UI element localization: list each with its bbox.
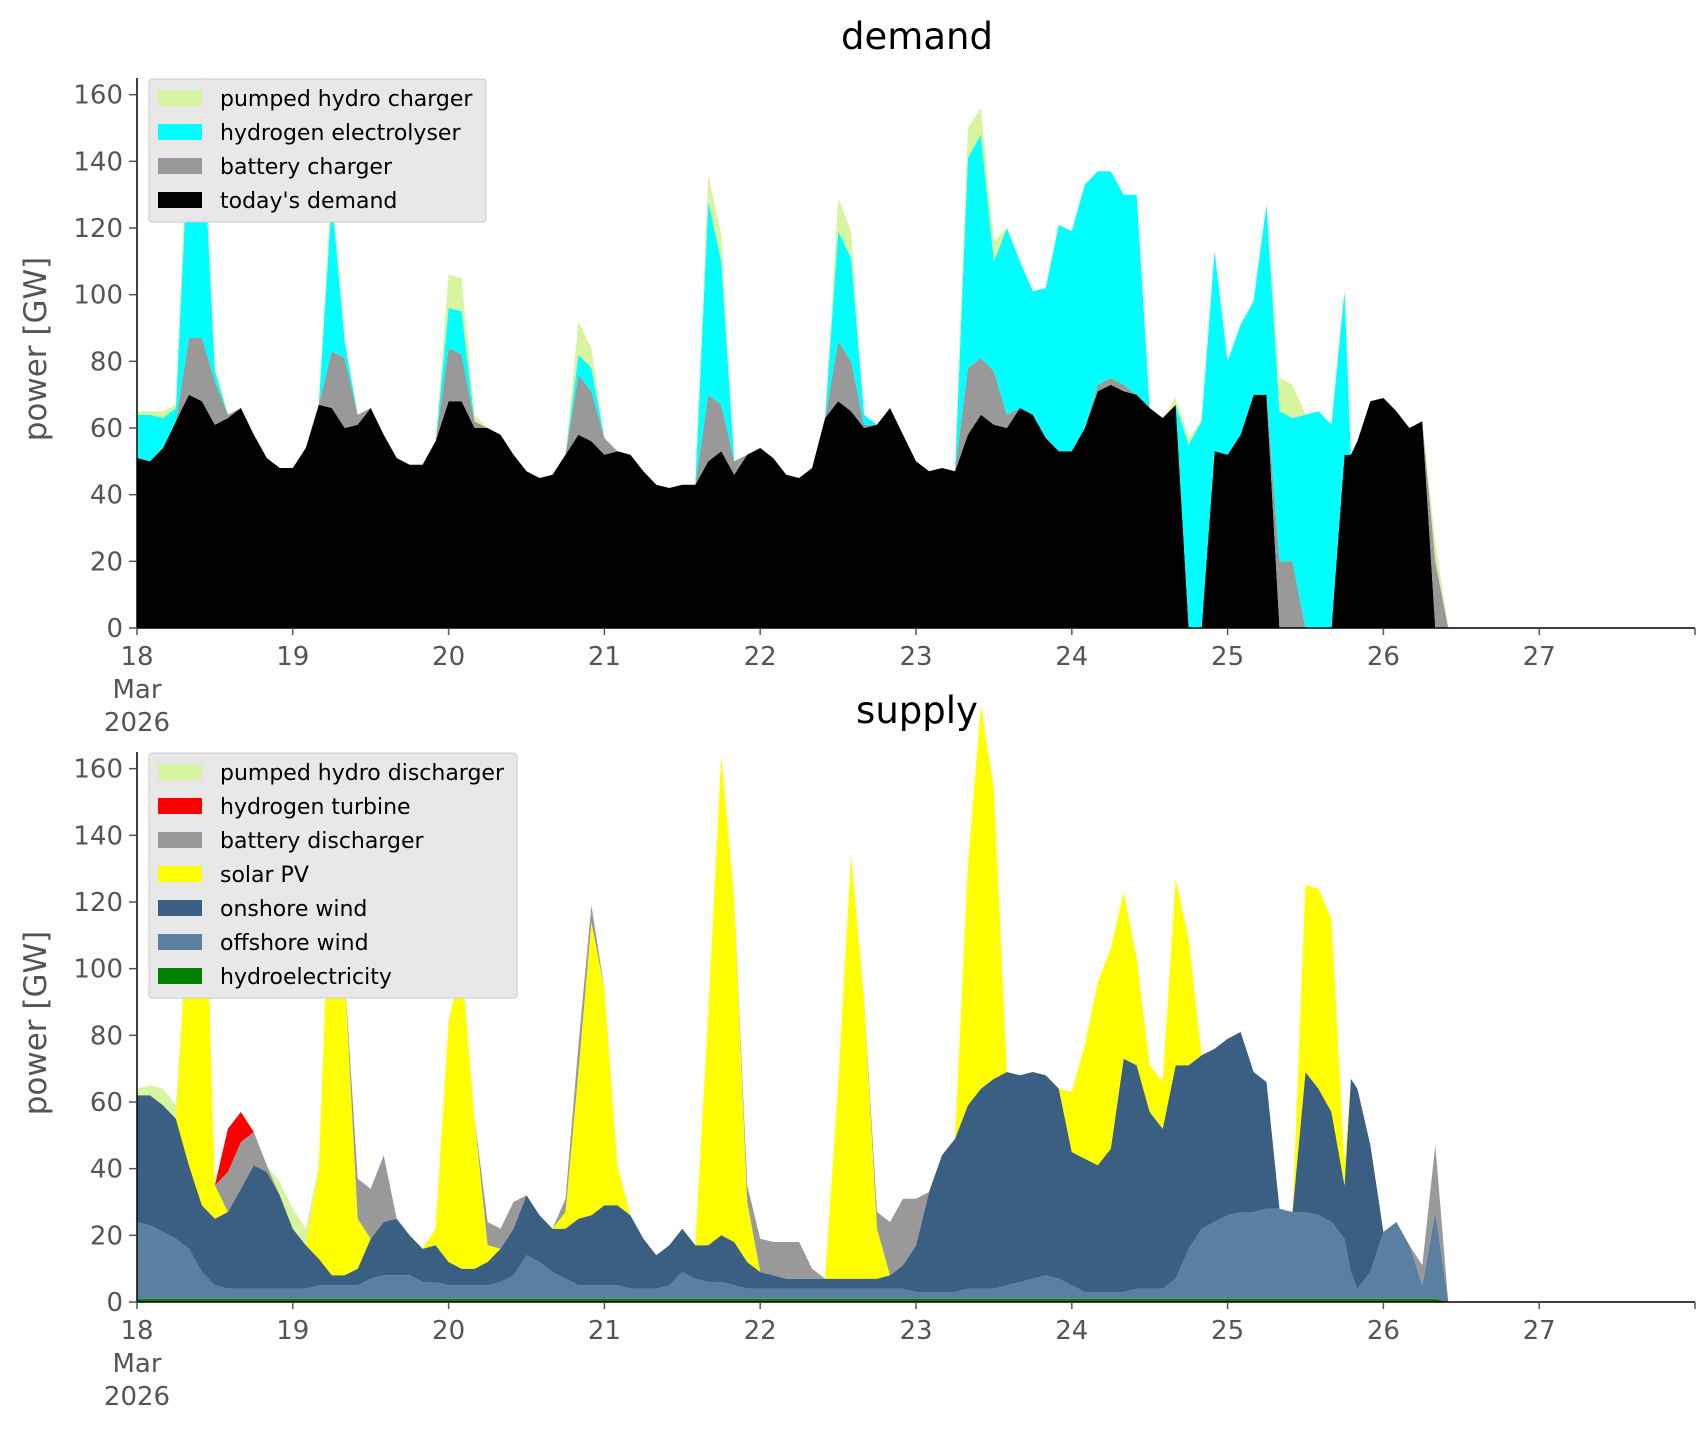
demand-legend-label-2: battery charger (220, 155, 393, 180)
demand-chart: demand power [GW] 020406080100120140160 … (18, 15, 1696, 738)
supply-y-tick-label: 80 (90, 1021, 123, 1051)
demand-x-tick-label: 18 (120, 642, 153, 672)
supply-legend-swatch-0 (158, 764, 202, 780)
supply-y-tick-label: 0 (106, 1288, 123, 1318)
supply-area-onshore-wind (137, 1032, 1695, 1302)
supply-legend-label-0: pumped hydro discharger (220, 761, 505, 786)
demand-legend: pumped hydro charger hydrogen electrolys… (148, 78, 487, 223)
supply-x-tick-label: 22 (744, 1316, 777, 1346)
supply-y-tick-label: 140 (73, 821, 123, 851)
supply-y-tick-label: 160 (73, 755, 123, 785)
supply-legend-swatch-3 (158, 866, 202, 882)
supply-x-tick-label: Mar (112, 1349, 161, 1379)
demand-y-tick-label: 20 (90, 547, 123, 577)
demand-y-ticks: 0 20 40 60 80 100 120 140 160 (73, 81, 137, 644)
supply-y-axis-label: power [GW] (18, 931, 54, 1116)
supply-x-tick-label: 18 (120, 1316, 153, 1346)
supply-x-tick-label: 23 (899, 1316, 932, 1346)
demand-areas (137, 78, 1695, 628)
demand-y-tick-label: 100 (73, 281, 123, 311)
supply-x-tick-label: 25 (1211, 1316, 1244, 1346)
supply-legend-swatch-4 (158, 900, 202, 916)
supply-x-tick-label: 19 (276, 1316, 309, 1346)
supply-legend-swatch-2 (158, 832, 202, 848)
demand-legend-swatch-3 (158, 192, 202, 208)
demand-x-tick-label: 19 (276, 642, 309, 672)
supply-legend: pumped hydro discharger hydrogen turbine… (148, 752, 518, 999)
supply-y-tick-label: 40 (90, 1155, 123, 1185)
supply-area-hydroelectricity (137, 1298, 1695, 1302)
supply-legend-label-2: battery discharger (220, 829, 425, 854)
demand-y-tick-label: 120 (73, 214, 123, 244)
demand-x-tick-label: 21 (588, 642, 621, 672)
demand-area-today-s-demand (137, 384, 1695, 628)
demand-y-tick-label: 160 (73, 81, 123, 111)
supply-areas (137, 705, 1695, 1302)
demand-legend-label-1: hydrogen electrolyser (220, 121, 461, 146)
supply-legend-box (148, 752, 518, 999)
supply-legend-label-3: solar PV (220, 863, 309, 888)
supply-y-ticks: 0 20 40 60 80 100 120 140 160 (73, 755, 137, 1318)
demand-y-tick-label: 60 (90, 414, 123, 444)
demand-x-tick-label: 20 (432, 642, 465, 672)
demand-legend-label-0: pumped hydro charger (220, 87, 473, 112)
demand-y-tick-label: 140 (73, 147, 123, 177)
supply-y-tick-label: 100 (73, 955, 123, 985)
demand-legend-swatch-0 (158, 90, 202, 106)
supply-chart: supply power [GW] 020406080100120140160 … (18, 689, 1696, 1412)
supply-legend-swatch-5 (158, 934, 202, 950)
demand-x-tick-label: 23 (899, 642, 932, 672)
supply-y-tick-label: 60 (90, 1088, 123, 1118)
demand-x-tick-label: 22 (744, 642, 777, 672)
demand-y-tick-label: 40 (90, 481, 123, 511)
demand-legend-swatch-2 (158, 158, 202, 174)
supply-legend-swatch-1 (158, 798, 202, 814)
demand-legend-box (148, 78, 487, 223)
demand-legend-swatch-1 (158, 124, 202, 140)
demand-legend-label-3: today's demand (220, 189, 397, 214)
demand-y-axis-label: power [GW] (18, 257, 54, 442)
supply-legend-label-6: hydroelectricity (220, 965, 392, 990)
supply-y-tick-label: 20 (90, 1221, 123, 1251)
demand-x-tick-label: 2026 (104, 708, 170, 738)
demand-x-tick-label: 25 (1211, 642, 1244, 672)
demand-y-tick-label: 80 (90, 347, 123, 377)
supply-x-tick-label: 26 (1367, 1316, 1400, 1346)
supply-x-tick-label: 2026 (104, 1382, 170, 1412)
demand-x-tick-label: 27 (1523, 642, 1556, 672)
demand-title: demand (841, 15, 993, 58)
supply-x-tick-label: 21 (588, 1316, 621, 1346)
supply-x-tick-label: 27 (1523, 1316, 1556, 1346)
demand-area-hydrogen-electrolyser (137, 108, 1695, 628)
supply-x-tick-label: 20 (432, 1316, 465, 1346)
supply-area-offshore-wind (137, 1208, 1695, 1302)
supply-legend-label-1: hydrogen turbine (220, 795, 411, 820)
supply-legend-label-4: onshore wind (220, 897, 367, 922)
demand-x-tick-label: Mar (112, 675, 161, 705)
demand-y-tick-label: 0 (106, 614, 123, 644)
supply-y-tick-label: 120 (73, 888, 123, 918)
supply-legend-swatch-6 (158, 968, 202, 984)
demand-x-tick-label: 26 (1367, 642, 1400, 672)
supply-legend-label-5: offshore wind (220, 931, 369, 956)
supply-title: supply (856, 689, 978, 732)
demand-x-tick-label: 24 (1055, 642, 1088, 672)
supply-x-tick-label: 24 (1055, 1316, 1088, 1346)
